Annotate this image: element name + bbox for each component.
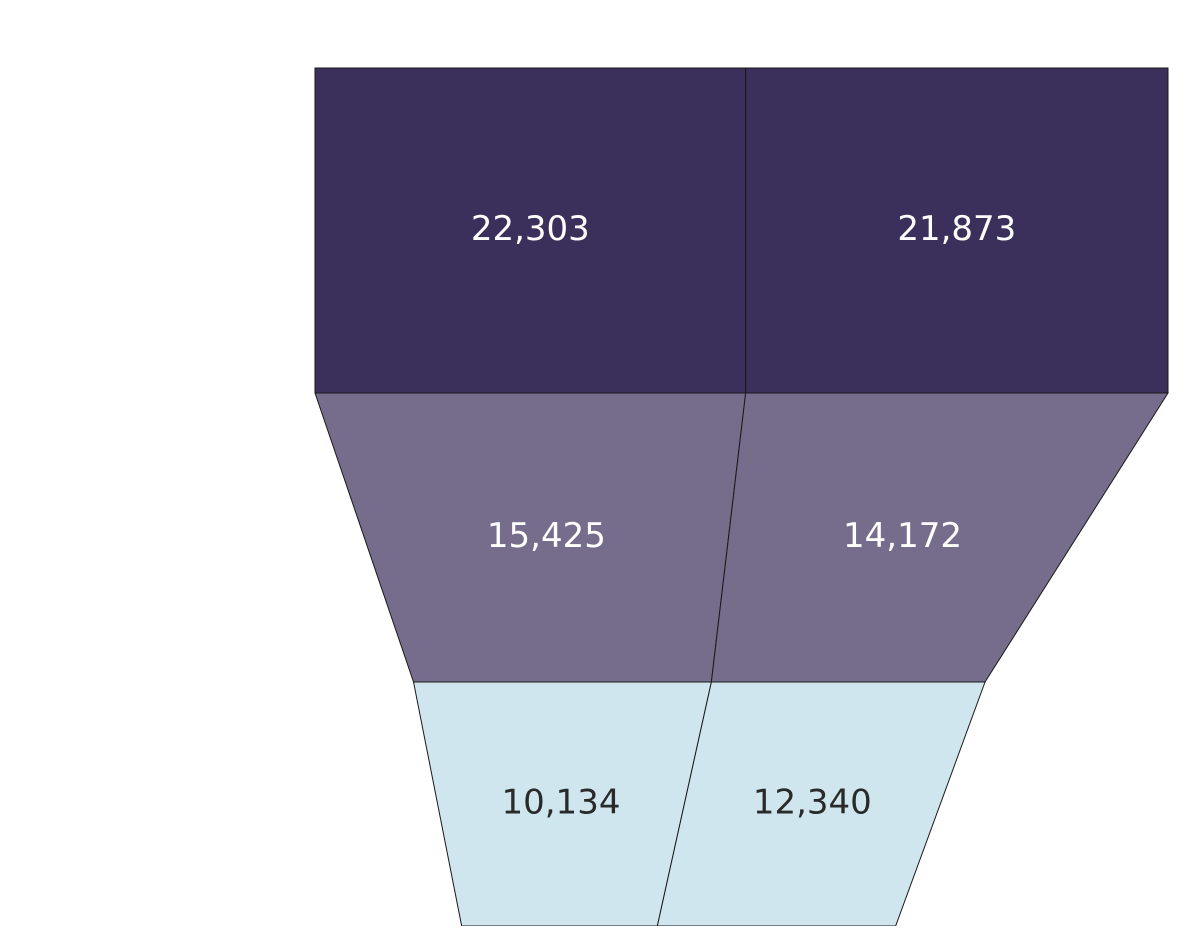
funnel-value-label-2-1: 12,340: [753, 783, 872, 823]
funnel-value-label-2-0: 10,134: [501, 783, 620, 823]
funnel-value-label-0-1: 21,873: [897, 209, 1016, 249]
funnel-value-label-1-0: 15,425: [487, 516, 606, 556]
funnel-value-label-0-0: 22,303: [471, 209, 590, 249]
funnel-value-label-1-1: 14,172: [843, 516, 962, 556]
